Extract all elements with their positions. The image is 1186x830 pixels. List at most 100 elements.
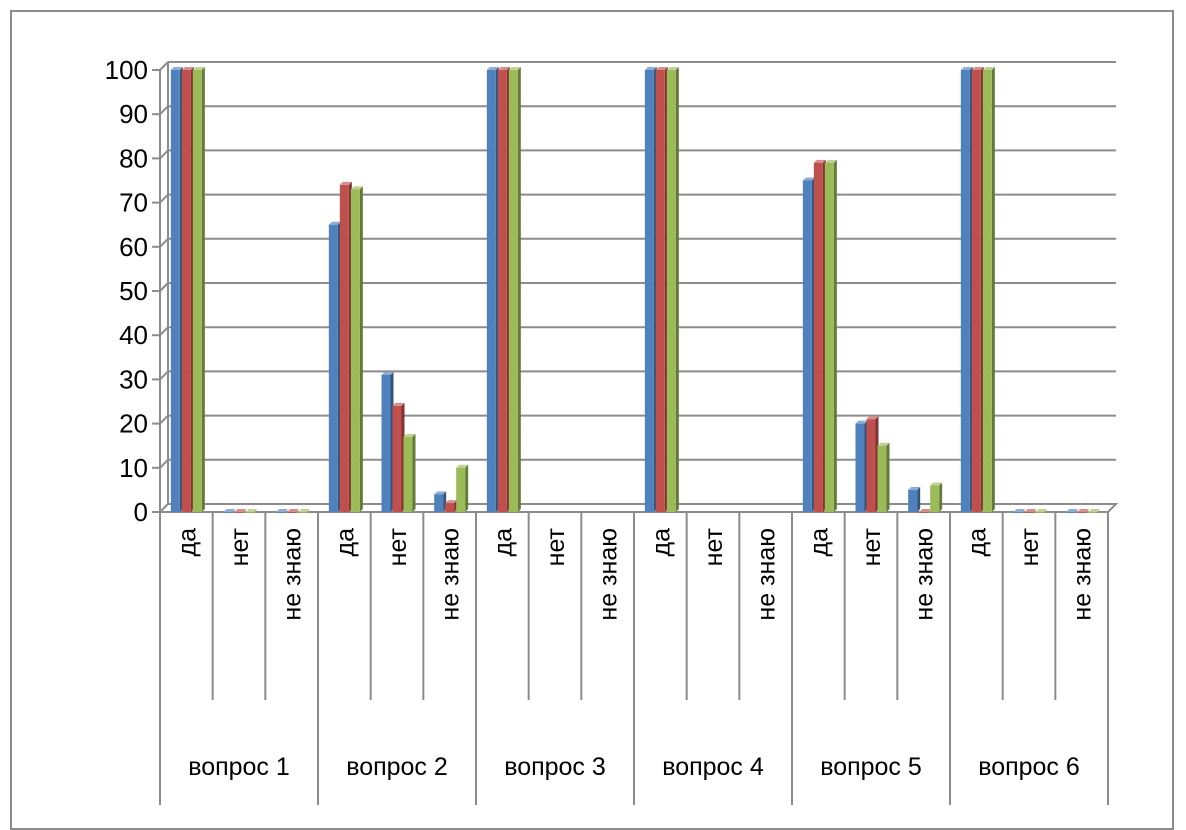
bar <box>877 445 887 512</box>
bar <box>908 489 918 512</box>
bar <box>381 374 391 512</box>
category-label: не знаю <box>753 528 781 621</box>
bar <box>276 512 286 513</box>
bar <box>392 405 402 512</box>
bar-top <box>877 442 890 446</box>
category-label: да <box>331 528 359 557</box>
bar-side <box>412 433 416 512</box>
y-tick-label: 60 <box>119 232 148 262</box>
bar <box>223 512 233 513</box>
bar <box>486 70 496 512</box>
bar-top <box>813 159 826 163</box>
bar-top <box>223 509 236 512</box>
category-label: да <box>489 528 517 557</box>
bar <box>1035 512 1045 513</box>
gridline-side <box>159 370 169 381</box>
bar-top <box>328 221 341 225</box>
bar-top <box>403 433 416 437</box>
bar-top <box>434 491 447 495</box>
y-tick-label: 10 <box>119 453 148 483</box>
bar-side <box>465 464 469 512</box>
bar-top <box>350 186 363 190</box>
bar <box>644 70 654 512</box>
bar-side <box>917 486 921 512</box>
bar <box>328 224 338 512</box>
bar <box>298 512 308 513</box>
bar <box>802 180 812 512</box>
y-tick-label: 40 <box>119 320 148 350</box>
bar-top <box>824 159 837 163</box>
bar <box>245 512 255 513</box>
bar-top <box>456 464 469 468</box>
bar-top <box>392 402 405 406</box>
bar <box>1077 512 1087 513</box>
bar <box>824 162 834 512</box>
y-tick-label: 70 <box>119 188 148 218</box>
category-label: нет <box>858 527 886 566</box>
bar <box>1013 512 1023 513</box>
category-label: не знаю <box>1069 528 1097 621</box>
bar <box>181 70 191 512</box>
bar-top <box>802 177 815 181</box>
bar <box>919 512 929 513</box>
bar <box>508 70 518 512</box>
gridline-side <box>159 282 169 292</box>
bar-side <box>675 67 679 512</box>
gridline-side <box>159 326 169 336</box>
gridline-side <box>159 414 169 425</box>
category-label: нет <box>1016 527 1044 566</box>
bar-top <box>339 181 352 185</box>
bar-top <box>866 416 879 420</box>
gridline-side <box>159 105 169 115</box>
bar-top <box>644 67 657 70</box>
bar <box>1088 512 1098 513</box>
bar <box>445 503 455 512</box>
bar-top <box>287 509 300 512</box>
gridline-side <box>159 149 169 160</box>
bar <box>170 70 180 512</box>
group-label: вопрос 3 <box>504 753 606 781</box>
bar-top <box>497 67 510 70</box>
bar <box>655 70 665 512</box>
bar <box>192 70 202 512</box>
bar <box>339 184 349 513</box>
bar-top <box>486 67 499 70</box>
bar-top <box>298 509 311 512</box>
bar-top <box>1013 509 1026 512</box>
bar-top <box>445 500 458 504</box>
category-label: нет <box>384 527 412 566</box>
bar-top <box>930 482 943 486</box>
group-label: вопрос 1 <box>188 753 290 781</box>
bar-top <box>919 509 932 512</box>
category-label: нет <box>226 527 254 566</box>
bar-top <box>908 486 921 490</box>
bar <box>497 70 507 512</box>
bar-top <box>1035 509 1048 512</box>
category-label: не знаю <box>437 528 465 621</box>
bar <box>456 467 466 512</box>
gridline-side <box>159 193 169 204</box>
bar <box>971 70 981 512</box>
y-tick-label: 30 <box>119 364 148 394</box>
bar <box>666 70 676 512</box>
bar-top <box>666 67 679 70</box>
bar-top <box>508 67 521 70</box>
bar-side <box>833 159 837 512</box>
bar-top <box>655 67 668 70</box>
group-label: вопрос 2 <box>346 753 448 781</box>
bar <box>287 512 297 513</box>
bar-side <box>991 67 995 512</box>
y-tick-label: 20 <box>119 409 148 439</box>
bar-top <box>1088 509 1101 512</box>
y-tick-label: 50 <box>119 276 148 306</box>
category-label: да <box>963 528 991 557</box>
y-tick-label: 80 <box>119 143 148 173</box>
bar <box>403 436 413 512</box>
bar <box>930 485 940 512</box>
bar-top <box>971 67 984 70</box>
bar-top <box>982 67 995 70</box>
gridline-side <box>159 61 169 71</box>
category-label: нет <box>542 527 570 566</box>
group-label: вопрос 6 <box>978 753 1080 781</box>
